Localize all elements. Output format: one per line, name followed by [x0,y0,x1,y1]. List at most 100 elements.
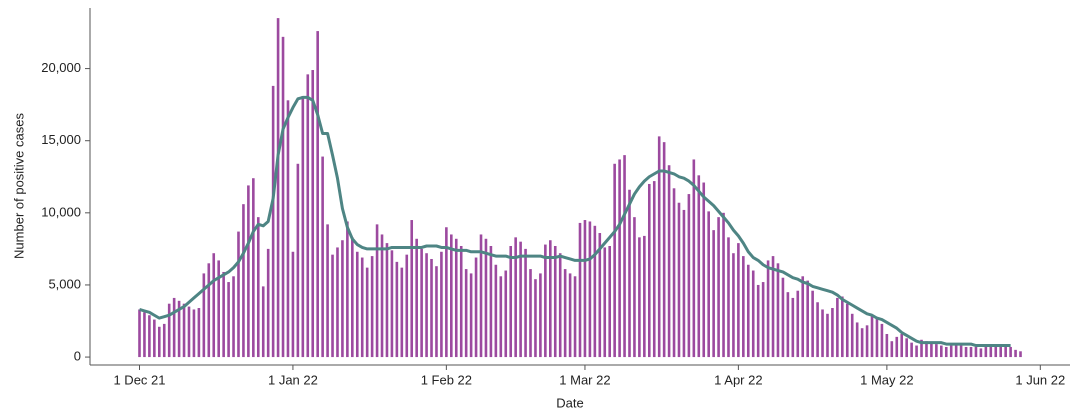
bar [157,326,161,358]
bar [667,165,671,358]
bar [638,237,641,358]
bar [776,263,780,358]
bar [217,260,220,358]
bar [360,257,364,358]
bar [266,248,270,358]
bar [944,346,948,358]
bar [212,253,216,358]
bar [737,243,740,358]
bar [974,346,978,358]
bar [732,253,735,358]
bar [261,286,265,358]
bar [816,302,819,358]
bar [489,246,493,358]
bar [346,221,349,358]
bar [430,258,433,358]
bar [484,238,488,358]
bar [811,290,814,358]
bar [865,325,869,358]
bar [618,159,621,358]
bar [742,256,745,358]
bar [499,276,503,358]
bar [390,250,394,358]
bar [885,333,889,358]
bar [474,257,478,358]
bar [662,142,666,358]
bar [296,163,300,358]
bar [860,328,864,358]
x-axis-label: Date [556,395,583,410]
bar [405,254,409,358]
bar [826,313,829,358]
bar [237,231,240,358]
bar [806,280,809,358]
bar [544,244,547,358]
bar [1019,351,1022,358]
bar [256,217,260,358]
bar [306,74,310,358]
bar [148,315,151,358]
bar [558,253,562,358]
bar [935,344,938,358]
bar [410,220,414,358]
bar [964,346,968,358]
bar [331,254,334,358]
bar [603,247,607,358]
bar [167,303,171,358]
bar [321,156,324,358]
bar [450,234,453,358]
bar [464,269,468,358]
bar [192,309,196,358]
bar [900,333,904,358]
bar [910,342,913,358]
x-tick-label: 1 Dec 21 [113,372,165,387]
bar [271,85,275,358]
bar [707,211,710,358]
bar [400,267,404,358]
bar [524,248,527,358]
bar [786,292,790,358]
bar [276,18,280,358]
bar [504,270,508,358]
bar [657,136,661,358]
bar [1009,346,1012,358]
bar [286,100,290,358]
bar [722,212,725,358]
bar [845,303,849,358]
y-tick-label: 20,000 [41,60,81,75]
bar [187,306,191,358]
bar [1004,346,1007,358]
bar [519,241,522,358]
bar [415,238,418,358]
x-tick-label: 1 Feb 22 [421,372,472,387]
bar [227,282,230,358]
bar [999,346,1003,358]
bar [895,336,899,358]
bar [593,225,597,358]
bar [633,217,636,358]
bar [514,237,517,358]
bar [281,36,285,358]
bar [652,181,656,358]
bar [138,309,141,358]
bar [677,202,681,358]
bar [746,264,750,358]
bar [355,251,359,358]
bar [341,240,344,358]
bar [756,284,760,358]
bar [563,269,567,358]
bar [949,345,953,358]
bar [761,282,765,358]
bar [425,253,428,358]
bar [613,163,616,358]
x-tick-label: 1 Jan 22 [268,372,318,387]
bar [316,31,319,358]
bar [801,276,805,358]
bar [959,345,963,358]
bar [598,233,602,358]
bar [252,178,255,358]
bar [291,251,295,358]
bar [568,273,572,358]
bar [172,297,176,358]
